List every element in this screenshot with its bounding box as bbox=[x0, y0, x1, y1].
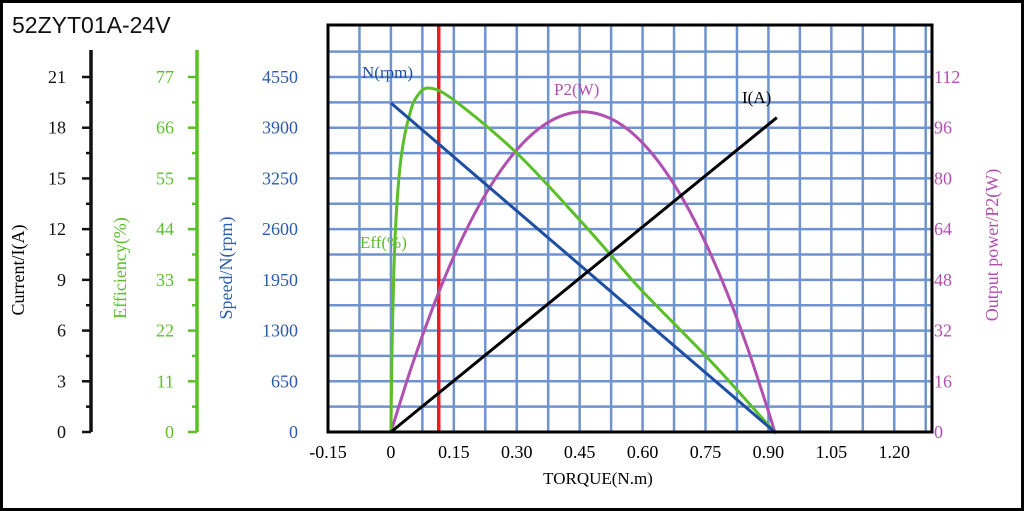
power-tick-label: 96 bbox=[934, 118, 952, 138]
x-tick-label: 0 bbox=[386, 442, 395, 462]
speed-tick-label: 3250 bbox=[262, 168, 298, 188]
speed-tick-label: 2600 bbox=[262, 219, 298, 239]
current-tick-label: 9 bbox=[57, 270, 66, 290]
current-tick-label: 0 bbox=[57, 422, 66, 442]
speed-tick-label: 650 bbox=[271, 371, 298, 391]
label-efficiency: Eff(%) bbox=[360, 233, 407, 252]
efficiency-tick-label: 0 bbox=[165, 422, 174, 442]
speed-tick-label: 1300 bbox=[262, 321, 298, 341]
speed-tick-label: 3900 bbox=[262, 118, 298, 138]
power-tick-label: 32 bbox=[934, 321, 952, 341]
current-tick-label: 3 bbox=[57, 371, 66, 391]
current-tick-label: 12 bbox=[48, 219, 66, 239]
efficiency-tick-label: 44 bbox=[156, 219, 174, 239]
label-speed: N(rpm) bbox=[362, 63, 413, 82]
series-group bbox=[389, 25, 778, 435]
efficiency-curve bbox=[389, 86, 777, 435]
power-tick-label: 0 bbox=[934, 422, 943, 442]
current-curve bbox=[389, 116, 778, 434]
x-tick-label: 0.60 bbox=[627, 442, 659, 462]
efficiency-tick-label: 66 bbox=[156, 118, 174, 138]
power-tick-label: 112 bbox=[934, 67, 960, 87]
chart-title: 52ZYT01A-24V bbox=[12, 12, 171, 38]
speed-axis-label: Speed/N(rpm) bbox=[216, 217, 237, 320]
efficiency-axis-label: Efficiency(%) bbox=[110, 217, 131, 319]
efficiency-tick-label: 77 bbox=[156, 67, 174, 87]
x-tick-label: 0.75 bbox=[690, 442, 722, 462]
current-axis-label: Current/I(A) bbox=[8, 225, 29, 316]
power-axis-label: Output power/P2(W) bbox=[982, 169, 1003, 321]
speed-tick-label: 1950 bbox=[262, 270, 298, 290]
plot-border bbox=[326, 23, 934, 434]
power-curve bbox=[389, 110, 777, 433]
x-tick-label: 0.30 bbox=[501, 442, 533, 462]
axes: -0.15 0 0.15 0.30 0.45 0.60 0.75 0.90 1.05 1.20 0 3… bbox=[48, 50, 960, 462]
power-tick-label: 80 bbox=[934, 168, 952, 188]
speed-tick-label: 0 bbox=[289, 422, 298, 442]
current-tick-label: 15 bbox=[48, 168, 66, 188]
efficiency-tick-label: 55 bbox=[156, 168, 174, 188]
x-tick-label: 1.05 bbox=[816, 442, 848, 462]
x-tick-label: 1.20 bbox=[879, 442, 911, 462]
power-tick-label: 16 bbox=[934, 371, 952, 391]
speed-tick-label: 4550 bbox=[262, 67, 298, 87]
current-tick-label: 18 bbox=[48, 118, 66, 138]
speed-curve bbox=[389, 101, 776, 434]
label-current: I(A) bbox=[742, 88, 771, 107]
x-tick-label: 0.15 bbox=[438, 442, 470, 462]
current-tick-label: 6 bbox=[57, 321, 66, 341]
efficiency-tick-label: 11 bbox=[157, 371, 174, 391]
efficiency-tick-label: 33 bbox=[156, 270, 174, 290]
label-power: P2(W) bbox=[554, 80, 599, 99]
x-tick-label: 0.45 bbox=[564, 442, 596, 462]
power-tick-label: 48 bbox=[934, 270, 952, 290]
x-tick-label: 0.90 bbox=[753, 442, 785, 462]
power-tick-label: 64 bbox=[934, 219, 952, 239]
x-tick-label: -0.15 bbox=[309, 442, 347, 462]
efficiency-tick-label: 22 bbox=[156, 321, 174, 341]
x-axis-label: TORQUE(N.m) bbox=[543, 469, 653, 488]
current-tick-label: 21 bbox=[48, 67, 66, 87]
